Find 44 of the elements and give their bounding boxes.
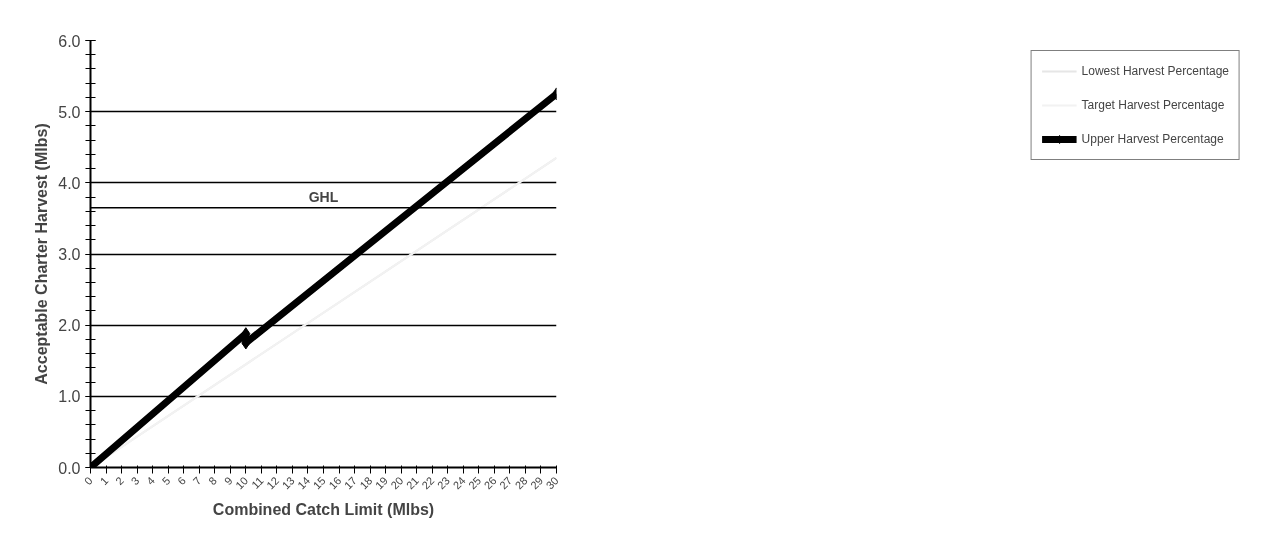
y-tick-label: 4.0 [58,174,81,192]
x-tick-label: 6 [175,474,189,488]
x-tick-label: 26 [481,474,499,492]
y-tick-label: 2.0 [58,317,81,335]
x-tick-label: 5 [159,474,173,488]
x-tick-label: 18 [357,474,375,492]
legend-label: Target Harvest Percentage [1081,98,1225,112]
x-tick-label: 2 [113,474,126,488]
x-tick-label: 22 [419,474,437,492]
x-tick-label: 28 [512,474,530,492]
x-tick-label: 16 [326,474,344,492]
x-tick-label: 9 [221,474,235,488]
x-tick-label: 19 [372,474,390,492]
x-tick-label: 24 [450,474,468,492]
x-tick-label: 30 [543,474,561,492]
x-tick-label: 3 [128,474,142,488]
x-tick-label: 23 [434,474,453,492]
x-tick-label: 10 [233,474,251,492]
x-tick-label: 0 [81,474,95,488]
x-tick-label: 29 [528,474,546,492]
x-tick-label: 14 [295,474,313,492]
x-tick-label: 17 [341,474,359,492]
y-tick-label: 6.0 [58,32,81,50]
y-tick-label: 0.0 [58,459,81,477]
y-tick-label: 5.0 [58,103,81,121]
x-tick-label: 21 [403,474,422,492]
x-tick-label: 4 [144,474,157,488]
x-tick-label: 1 [97,474,111,488]
x-tick-label: 25 [466,474,484,492]
y-tick-label: 3.0 [58,246,81,263]
y-tick-label: 1.0 [58,388,81,406]
x-tick-label: 11 [249,474,266,491]
legend-label: Lowest Harvest Percentage [1081,64,1229,78]
x-tick-label: 27 [497,474,515,492]
x-tick-label: 20 [388,474,406,492]
x-tick-label: 12 [264,474,282,492]
x-axis-title: Combined Catch Limit (Mlbs) [212,500,435,518]
x-tick-label: 7 [190,474,204,488]
x-tick-label: 15 [310,474,328,492]
x-tick-label: 13 [279,474,297,492]
x-tick-label: 8 [206,474,220,488]
y-axis-title: Acceptable Charter Harvest (Mlbs) [33,123,51,385]
ref-line-label: GHL [308,188,339,205]
legend-label: Upper Harvest Percentage [1081,132,1224,146]
